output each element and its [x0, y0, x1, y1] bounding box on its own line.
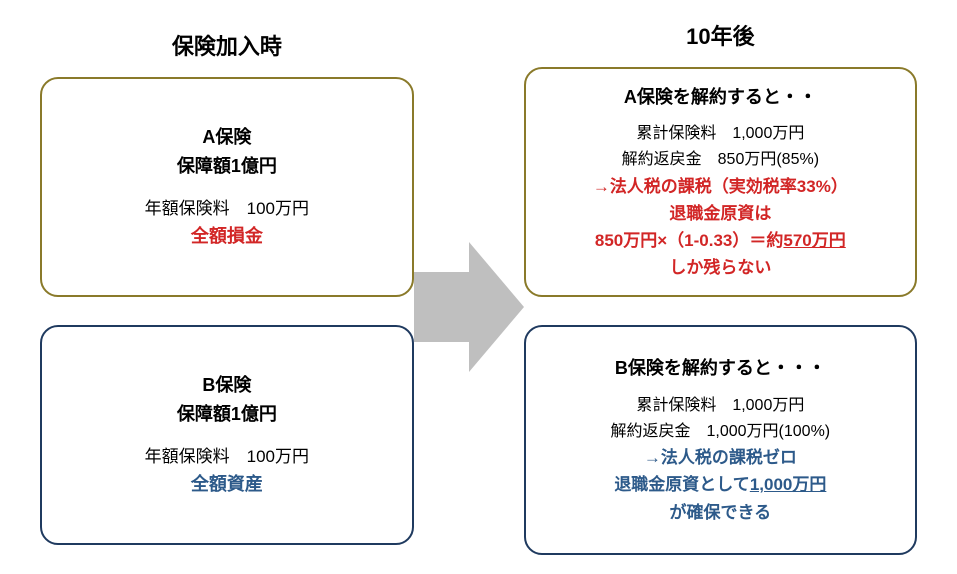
left-heading: 保険加入時	[172, 29, 282, 61]
box-b-right-blue3: が確保できる	[540, 499, 901, 526]
box-b-right-blue2: 退職金原資として1,000万円	[540, 471, 901, 498]
box-b-left-highlight: 全額資産	[56, 470, 398, 499]
box-a-right: A保険を解約すると・・ 累計保険料 1,000万円 解約返戻金 850万円(85…	[524, 67, 917, 297]
box-a-left-title2: 保障額1億円	[56, 152, 398, 181]
right-heading: 10年後	[686, 19, 754, 51]
box-a-left-highlight: 全額損金	[56, 222, 398, 251]
box-a-left: A保険 保障額1億円 年額保険料 100万円 全額損金	[40, 77, 414, 297]
box-a-right-red4: しか残らない	[540, 254, 901, 281]
box-a-right-title: A保険を解約すると・・	[540, 83, 901, 112]
left-column: 保険加入時 A保険 保障額1億円 年額保険料 100万円 全額損金 B保険 保障…	[40, 29, 414, 545]
box-a-right-red1: →法人税の課税（実効税率33%）	[540, 173, 901, 200]
box-b-left: B保険 保障額1億円 年額保険料 100万円 全額資産	[40, 325, 414, 545]
box-a-right-red3-pre: 850万円×（1-0.33）＝約	[595, 231, 784, 250]
box-a-right-line2: 解約返戻金 850万円(85%)	[540, 147, 901, 173]
box-b-right-title: B保険を解約すると・・・	[540, 354, 901, 383]
box-b-left-title2: 保障額1億円	[56, 400, 398, 429]
arrow-container	[414, 202, 524, 372]
box-a-right-red3: 850万円×（1-0.33）＝約570万円	[540, 227, 901, 254]
arrow-icon	[414, 242, 524, 372]
box-b-right: B保険を解約すると・・・ 累計保険料 1,000万円 解約返戻金 1,000万円…	[524, 325, 917, 555]
box-a-left-title1: A保険	[56, 123, 398, 152]
box-b-right-blue2-pre: 退職金原資として	[614, 475, 750, 494]
box-b-right-blue1: →法人税の課税ゼロ	[540, 444, 901, 471]
diagram-container: 保険加入時 A保険 保障額1億円 年額保険料 100万円 全額損金 B保険 保障…	[0, 0, 957, 574]
box-a-right-red3-u: 570万円	[783, 231, 845, 250]
box-b-right-line1: 累計保険料 1,000万円	[540, 393, 901, 419]
box-b-left-line1: 年額保険料 100万円	[56, 443, 398, 470]
box-a-right-line1: 累計保険料 1,000万円	[540, 121, 901, 147]
box-b-right-blue2-u: 1,000万円	[750, 475, 827, 494]
right-column: 10年後 A保険を解約すると・・ 累計保険料 1,000万円 解約返戻金 850…	[524, 19, 917, 555]
box-a-left-line1: 年額保険料 100万円	[56, 195, 398, 222]
box-b-right-line2: 解約返戻金 1,000万円(100%)	[540, 419, 901, 445]
box-b-left-title1: B保険	[56, 371, 398, 400]
arrow-shape	[414, 242, 524, 372]
box-a-right-red2: 退職金原資は	[540, 200, 901, 227]
